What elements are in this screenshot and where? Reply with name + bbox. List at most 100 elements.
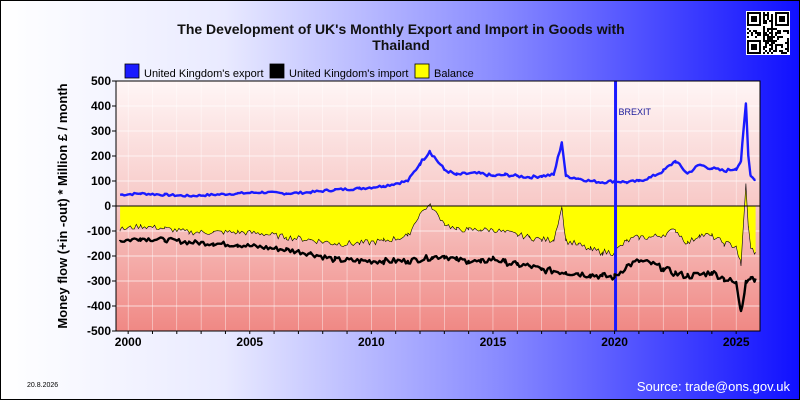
legend-label-import: United Kingdom's import [289, 68, 409, 80]
qr-module [775, 50, 777, 52]
qr-module [769, 38, 771, 40]
qr-module [787, 32, 789, 34]
qr-module [781, 50, 783, 52]
y-axis-label: Money flow (+in -out) * Million £ / mont… [55, 83, 70, 328]
qr-module [771, 30, 773, 32]
x-tick-label: 2015 [480, 335, 507, 349]
qr-module [785, 42, 787, 44]
qr-module [775, 34, 777, 36]
qr-module [757, 34, 759, 36]
qr-module [767, 14, 769, 16]
qr-module [763, 14, 765, 16]
y-tick-label: 200 [91, 149, 111, 163]
y-tick-label: -500 [87, 324, 111, 338]
qr-module [751, 34, 753, 36]
qr-module [769, 48, 771, 50]
qr-module [777, 30, 779, 32]
qr-module [771, 20, 773, 22]
qr-module [767, 36, 769, 38]
qr-module [755, 30, 757, 32]
qr-module [771, 46, 773, 48]
x-tick-label: 2000 [115, 335, 142, 349]
qr-module [787, 46, 789, 48]
qr-module [785, 48, 787, 50]
qr-module [767, 52, 769, 54]
qr-module [763, 34, 765, 36]
qr-module [747, 32, 749, 34]
y-tick-label: -400 [87, 299, 111, 313]
x-tick-label: 2020 [601, 335, 628, 349]
series-import-line [118, 236, 757, 313]
x-tick-label: 2010 [358, 335, 385, 349]
qr-module [775, 28, 777, 30]
qr-module [771, 42, 773, 44]
qr-module [777, 44, 779, 46]
y-tick-label: -100 [87, 224, 111, 238]
qr-module [771, 32, 773, 34]
qr-module [781, 36, 783, 38]
qr-module [767, 34, 769, 36]
qr-module [787, 38, 789, 40]
qr-code-icon [746, 11, 790, 55]
qr-module [771, 24, 773, 26]
x-tick-label: 2025 [723, 335, 750, 349]
qr-module [771, 38, 773, 40]
qr-module [765, 20, 767, 22]
qr-module [781, 52, 783, 54]
qr-module [777, 38, 779, 40]
qr-module [783, 52, 785, 54]
qr-module [763, 20, 765, 22]
qr-module [747, 36, 749, 38]
qr-module [771, 40, 773, 42]
qr-module [749, 30, 751, 32]
y-tick-label: -200 [87, 249, 111, 263]
qr-module [773, 42, 775, 44]
qr-module [765, 44, 767, 46]
qr-module [765, 34, 767, 36]
qr-module [771, 22, 773, 24]
qr-module [787, 42, 789, 44]
qr-module [767, 40, 769, 42]
legend-label-export: United Kingdom's export [144, 68, 264, 80]
y-tick-label: 0 [104, 199, 111, 213]
qr-module [779, 36, 781, 38]
qr-module [765, 22, 767, 24]
x-axis-ticks: 2000 2005 2010 2015 2020 2025 [115, 331, 750, 349]
chart-date: 20.8.2026 [27, 382, 58, 389]
qr-module [763, 46, 765, 48]
brexit-label: BREXIT [619, 107, 652, 117]
qr-module [755, 32, 757, 34]
qr-module [777, 36, 779, 38]
qr-module [781, 46, 783, 48]
qr-module [771, 52, 773, 54]
qr-finder-core [751, 16, 757, 22]
legend-label-balance: Balance [434, 68, 474, 80]
source-credit: Source: trade@ons.gov.uk [637, 379, 791, 394]
qr-module [763, 38, 765, 40]
qr-module [751, 32, 753, 34]
qr-module [769, 36, 771, 38]
chart-title-line1: The Development of UK's Monthly Export a… [177, 21, 624, 37]
qr-module [773, 40, 775, 42]
qr-module [773, 28, 775, 30]
qr-module [765, 40, 767, 42]
qr-module [771, 16, 773, 18]
qr-module [767, 16, 769, 18]
qr-module [773, 50, 775, 52]
y-axis-ticks: 500 400 300 200 100 0 -100 -200 -300 -400 -500 [87, 74, 116, 338]
qr-module [777, 32, 779, 34]
qr-module [779, 30, 781, 32]
y-tick-label: 300 [91, 124, 111, 138]
qr-module [779, 44, 781, 46]
qr-module [771, 14, 773, 16]
qr-module [771, 34, 773, 36]
qr-module [763, 36, 765, 38]
qr-module [785, 52, 787, 54]
qr-module [763, 40, 765, 42]
series-export-line [119, 102, 756, 198]
qr-module [787, 48, 789, 50]
qr-module [767, 12, 769, 14]
qr-module [765, 14, 767, 16]
qr-module [769, 20, 771, 22]
